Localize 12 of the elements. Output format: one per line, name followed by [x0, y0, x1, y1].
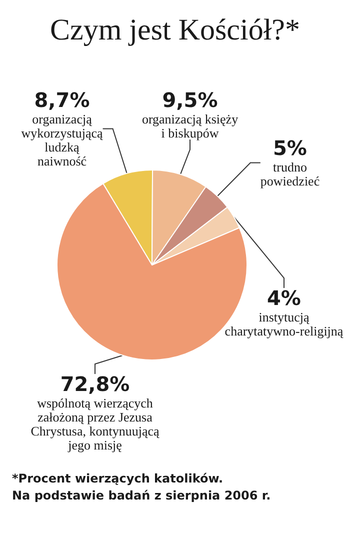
chart-title: Czym jest Kościół?* [50, 14, 300, 46]
text: *Procent wierzących katolików. Na podstawie badań z sierpnia 2006 r. [12, 472, 271, 502]
data-label: 9,5% [162, 88, 218, 112]
data-label: 8,7% [34, 88, 90, 112]
slice-label: wspólnotą wierzących założoną przez Jezusa Chrystusa, kontynuującą jego misję [30, 396, 160, 452]
slice-label: organizacją wykorzystującą ludzką naiwność [21, 112, 104, 168]
data-label: 72,8% [60, 372, 130, 396]
slice-label: instytucją charytatywno-religijną [224, 310, 344, 338]
data-label: 4% [267, 286, 301, 310]
slice-label: trudno powiedzieć [260, 160, 320, 188]
data-label: 5% [273, 136, 307, 160]
slice-label: organizacją księży i biskupów [142, 112, 239, 140]
